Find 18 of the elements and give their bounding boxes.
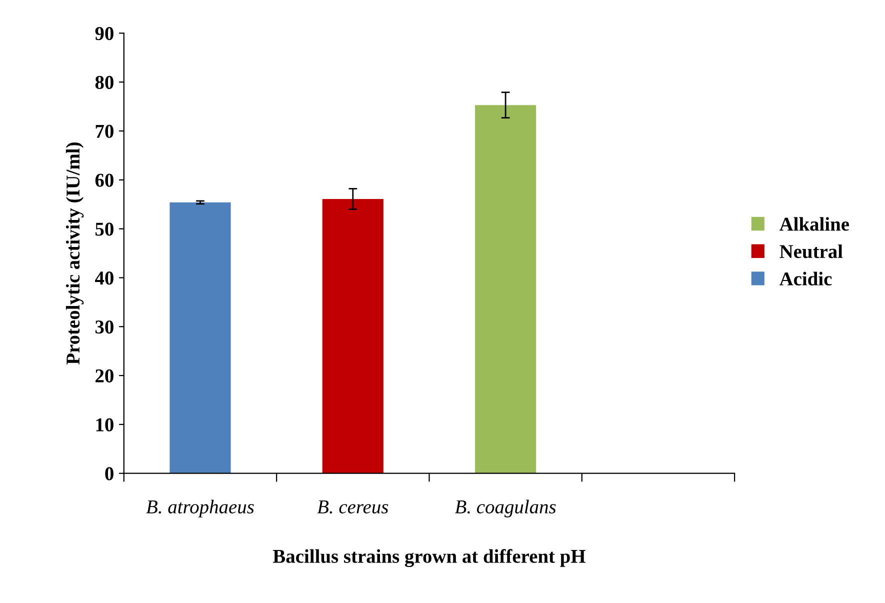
x-tick-label: B. coagulans bbox=[454, 500, 556, 518]
legend-label: Alkaline bbox=[779, 217, 849, 231]
y-tick-label: 10 bbox=[96, 418, 114, 432]
y-tick-label: 0 bbox=[105, 467, 114, 480]
y-tick-label: 20 bbox=[96, 369, 114, 382]
legend-label: Acidic bbox=[779, 272, 832, 286]
y-tick-label: 30 bbox=[95, 320, 114, 334]
x-tick-label: B. cereus bbox=[317, 500, 388, 514]
y-tick-label: 70 bbox=[96, 124, 114, 138]
y-tick-label: 80 bbox=[95, 76, 114, 90]
y-tick-label: 60 bbox=[95, 174, 114, 187]
y-axis-title: Proteolytic activity (IU/ml) bbox=[66, 142, 84, 365]
x-axis-title: Bacillus strains grown at different pH bbox=[272, 549, 586, 568]
y-tick-label: 40 bbox=[95, 272, 114, 285]
legend-label: Neutral bbox=[780, 244, 843, 258]
y-tick-label: 50 bbox=[96, 222, 114, 236]
x-tick-label: B. atrophaeus bbox=[146, 500, 254, 518]
y-tick-label: 90 bbox=[95, 26, 114, 40]
